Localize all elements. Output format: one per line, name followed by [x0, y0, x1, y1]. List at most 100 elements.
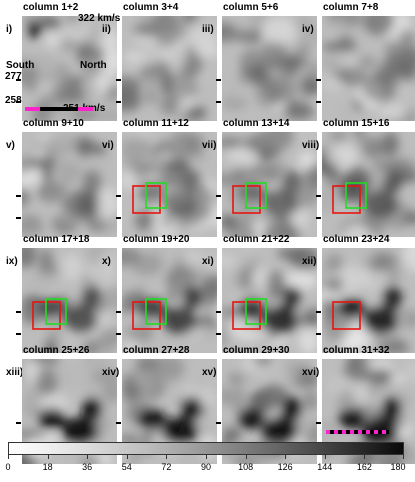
colorbar-tick-label: 126 [277, 462, 293, 472]
axis-tick [116, 79, 121, 81]
emission-map-panel [122, 248, 217, 353]
green-region-box [45, 298, 67, 325]
panel-number: vi) [102, 140, 114, 151]
axis-tick [216, 422, 221, 424]
colorbar-tick [47, 455, 49, 459]
emission-map-image [222, 248, 317, 353]
panel-number: xii) [302, 256, 317, 267]
panel-number: vii) [202, 140, 217, 151]
panel-title: column 19+20 [123, 234, 190, 245]
panel-title: column 1+2 [23, 2, 79, 13]
emission-map-image [22, 248, 117, 353]
colorbar-tick-label: 72 [161, 462, 172, 472]
colorbar-tick-label: 162 [356, 462, 372, 472]
colorbar-tick-label: 90 [200, 462, 211, 472]
colorbar-tick [285, 455, 287, 459]
axis-tick [16, 79, 21, 81]
colorbar-tick [166, 455, 168, 459]
panel-number: xiv) [102, 367, 120, 378]
axis-tick [116, 311, 121, 313]
colorbar-tick-label: 144 [317, 462, 333, 472]
colorbar-tick-label: 108 [238, 462, 254, 472]
panel-title: column 31+32 [323, 345, 390, 356]
panel-title: column 9+10 [23, 118, 84, 129]
axis-tick [16, 217, 21, 219]
axis-tick [216, 217, 221, 219]
panel-title: column 29+30 [223, 345, 290, 356]
axis-tick [16, 195, 21, 197]
colorbar-tick [87, 455, 89, 459]
emission-map-panel [22, 132, 117, 237]
panel-number: i) [6, 24, 13, 35]
tick-label-277: 277 [5, 71, 22, 82]
colorbar-tick [403, 455, 404, 459]
axis-tick [316, 79, 321, 81]
colorbar-tick [206, 455, 207, 459]
panel-number: xvi) [302, 367, 320, 378]
green-region-box [345, 182, 367, 209]
panel-number: viii) [302, 140, 320, 151]
colorbar-tick-label: 18 [42, 462, 53, 472]
velocity-top-label: 322 km/s [78, 13, 121, 24]
red-region-box [332, 301, 361, 330]
green-region-box [245, 182, 267, 209]
panel-title: column 23+24 [323, 234, 390, 245]
panel-title: column 17+18 [23, 234, 90, 245]
emission-map-panel [122, 16, 217, 121]
emission-map-image [122, 248, 217, 353]
axis-tick [16, 422, 21, 424]
axis-tick [216, 101, 221, 103]
panel-number: xi) [202, 256, 214, 267]
axis-tick [216, 195, 221, 197]
axis-tick [316, 333, 321, 335]
colorbar-tick [324, 455, 326, 459]
axis-tick [116, 422, 121, 424]
panel-title: column 21+22 [223, 234, 290, 245]
colorbar-tick [245, 455, 247, 459]
axis-tick [116, 333, 121, 335]
axis-tick [316, 195, 321, 197]
panel-number: ii) [102, 24, 111, 35]
emission-map-panel [322, 132, 415, 237]
emission-map-panel [322, 16, 415, 121]
emission-map-image [322, 16, 415, 121]
panel-number: iv) [302, 24, 314, 35]
emission-map-image [122, 132, 217, 237]
panel-title: column 3+4 [123, 2, 179, 13]
colorbar-tick [364, 455, 366, 459]
velocity-range-bar [25, 107, 93, 111]
emission-map-image [222, 16, 317, 121]
axis-tick [16, 333, 21, 335]
green-region-box [245, 298, 267, 325]
panel-number: iii) [202, 24, 214, 35]
panel-title: column 15+16 [323, 118, 390, 129]
emission-map-image [22, 132, 117, 237]
axis-tick [316, 217, 321, 219]
axis-tick [116, 217, 121, 219]
colorbar [8, 442, 404, 455]
emission-map-panel [122, 132, 217, 237]
colorbar-tick [8, 455, 9, 459]
north-label: North [80, 60, 107, 71]
panel-title: column 5+6 [223, 2, 279, 13]
panel-number: xiii) [6, 367, 24, 378]
panel-title: column 7+8 [323, 2, 379, 13]
axis-tick [316, 101, 321, 103]
colorbar-tick-label: 0 [5, 462, 11, 472]
emission-map-panel [322, 248, 415, 353]
panel-title: column 25+26 [23, 345, 90, 356]
axis-tick [116, 101, 121, 103]
emission-map-panel [222, 16, 317, 121]
emission-map-image [322, 132, 415, 237]
emission-map-panel [22, 248, 117, 353]
colorbar-tick-label: 36 [82, 462, 93, 472]
emission-map-image [122, 16, 217, 121]
colorbar-tick [126, 455, 128, 459]
axis-tick [16, 311, 21, 313]
axis-tick [316, 311, 321, 313]
panel-number: x) [102, 256, 111, 267]
panel-title: column 13+14 [223, 118, 290, 129]
axis-tick [16, 101, 21, 103]
colorbar-tick-label: 180 [390, 462, 406, 472]
